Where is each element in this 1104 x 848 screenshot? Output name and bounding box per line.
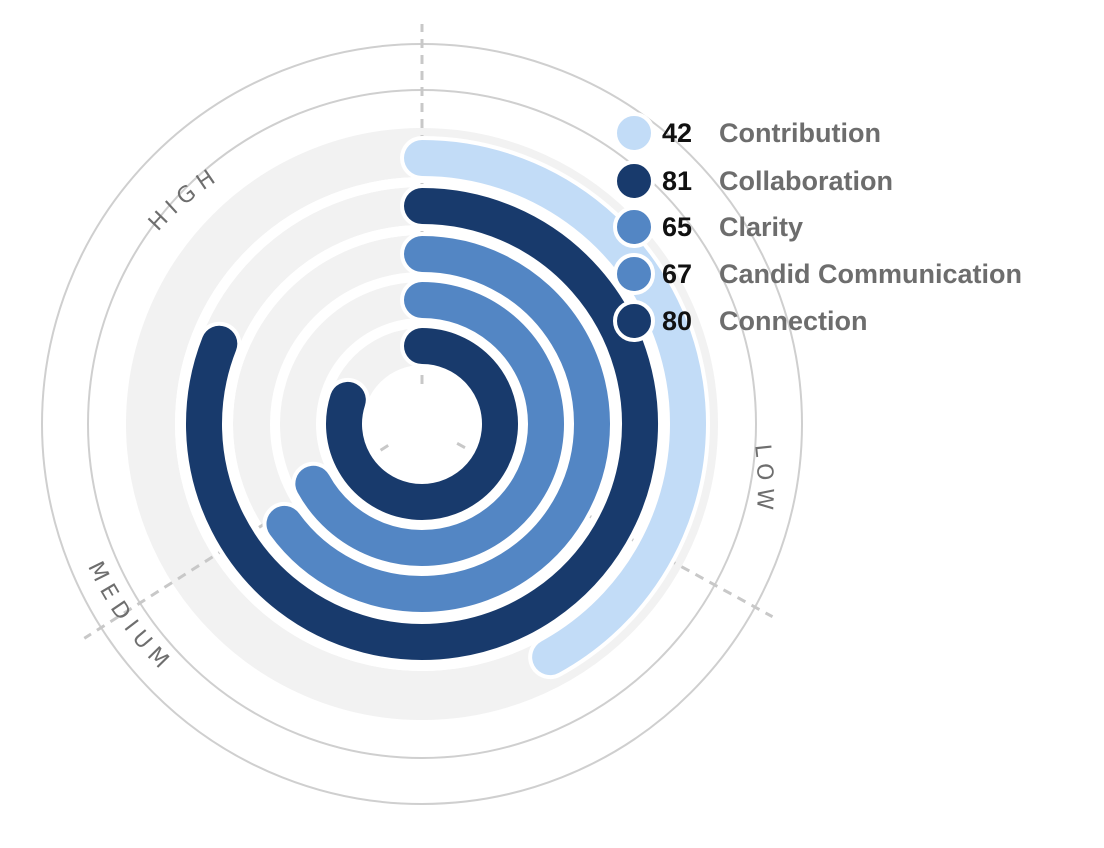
legend-item: 67 Candid Communication <box>613 253 1022 295</box>
bar-arc <box>404 140 707 676</box>
legend-item: 80 Connection <box>613 300 868 342</box>
legend-value: 67 <box>662 259 692 289</box>
legend-swatch <box>613 160 655 202</box>
legend-value: 81 <box>662 166 692 196</box>
zone-label-low: LOW <box>749 443 777 517</box>
legend-value: 65 <box>662 212 692 242</box>
legend-name: Clarity <box>719 212 803 242</box>
legend-name: Connection <box>719 306 868 336</box>
legend-name: Collaboration <box>719 166 893 196</box>
bar-arcs <box>182 136 711 680</box>
legend-item: 81 Collaboration <box>613 160 893 202</box>
track-gap <box>316 318 528 530</box>
bar-arc <box>186 188 658 660</box>
legend-item: 65 Clarity <box>613 206 803 248</box>
legend-name: Candid Communication <box>719 259 1022 289</box>
legend-value: 42 <box>662 118 692 148</box>
legend-item: 42 Contribution <box>613 112 881 154</box>
track-gap <box>175 177 669 671</box>
legend-value: 80 <box>662 306 692 336</box>
bar-arc <box>326 328 518 520</box>
track-gap <box>270 272 574 576</box>
bar-arc <box>295 282 564 566</box>
track-gap <box>223 225 621 623</box>
legend-swatch <box>613 253 655 295</box>
legend-swatch <box>613 206 655 248</box>
bar-arc <box>266 236 610 612</box>
legend-swatch <box>613 112 655 154</box>
legend-swatch <box>613 300 655 342</box>
legend: 42 Contribution 81 Collaboration 65 Clar… <box>613 112 1022 342</box>
legend-name: Contribution <box>719 118 881 148</box>
